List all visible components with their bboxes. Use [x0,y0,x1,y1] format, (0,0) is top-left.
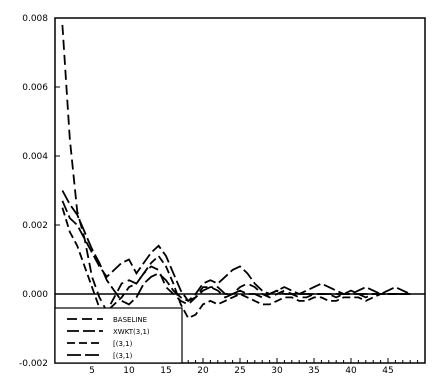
series-layer [61,24,411,320]
x-tick-label: 40 [345,366,357,376]
x-tick-label: 5 [89,366,95,376]
y-tick-label: 0.004 [22,152,48,162]
x-tick-label: 45 [382,366,393,376]
x-tick-label: 15 [160,366,171,376]
legend-box [54,307,183,364]
legend-label: XWKT(3,1) [113,328,150,336]
series-line-4 [61,190,411,306]
legend-label: [(3,1) [113,340,133,348]
x-tick-label: 20 [197,366,209,376]
x-tick-label: 25 [234,366,245,376]
series-line-1 [61,24,411,314]
y-tick-label: 0.000 [22,290,48,300]
series-line-3 [61,207,411,320]
y-tick-label: 0.002 [22,221,48,231]
x-tick-label: 30 [271,366,283,376]
legend: BASELINE XWKT(3,1) [(3,1) [(3,1) [54,307,183,364]
y-axis: -0.002 0.000 0.002 0.004 0.006 0.008 [19,14,60,369]
x-tick-label: 35 [308,366,319,376]
y-tick-label: -0.002 [19,359,48,369]
x-tick-label: 10 [123,366,135,376]
y-tick-label: 0.006 [22,83,48,93]
legend-label: BASELINE [113,316,147,324]
legend-label: [(3,1) [113,352,133,360]
y-tick-label: 0.008 [22,14,48,24]
series-line-2 [61,200,411,303]
